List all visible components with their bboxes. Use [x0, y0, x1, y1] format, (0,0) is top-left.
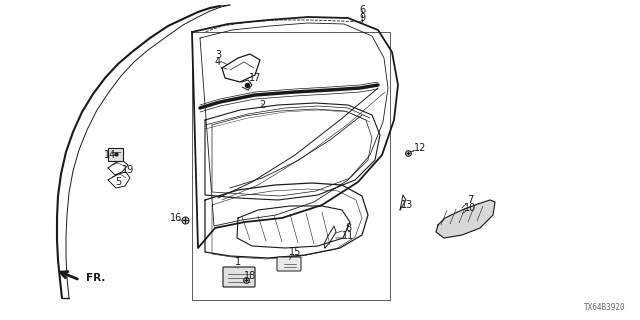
- Text: 1: 1: [235, 257, 241, 267]
- Text: 18: 18: [244, 271, 256, 281]
- Text: 14: 14: [104, 150, 116, 160]
- Text: 16: 16: [170, 213, 182, 223]
- FancyBboxPatch shape: [277, 257, 301, 271]
- Text: 10: 10: [464, 203, 476, 213]
- Text: 2: 2: [259, 100, 265, 110]
- Text: 9: 9: [359, 13, 365, 23]
- Text: 19: 19: [122, 165, 134, 175]
- Text: TX64B3920: TX64B3920: [584, 303, 625, 312]
- Text: 13: 13: [401, 200, 413, 210]
- Text: 15: 15: [289, 247, 301, 257]
- Text: 3: 3: [215, 50, 221, 60]
- Text: 17: 17: [249, 73, 261, 83]
- Text: 5: 5: [115, 177, 121, 187]
- Text: 12: 12: [414, 143, 426, 153]
- Text: 8: 8: [345, 223, 351, 233]
- Text: 6: 6: [359, 5, 365, 15]
- Text: 11: 11: [342, 231, 354, 241]
- Text: FR.: FR.: [86, 273, 106, 283]
- FancyBboxPatch shape: [223, 267, 255, 287]
- Bar: [192, 32, 390, 300]
- FancyBboxPatch shape: [108, 148, 122, 161]
- Polygon shape: [436, 200, 495, 238]
- Text: 4: 4: [215, 57, 221, 67]
- Text: 7: 7: [467, 195, 473, 205]
